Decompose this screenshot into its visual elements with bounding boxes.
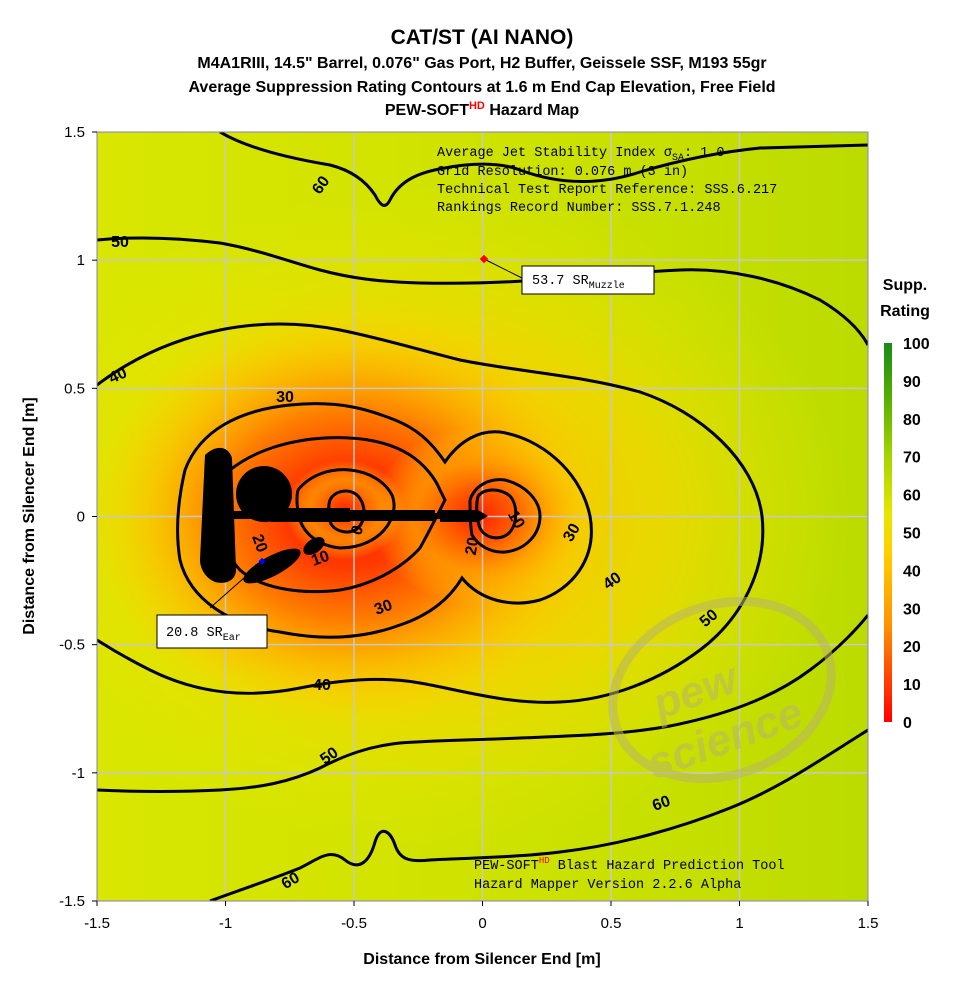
chart-subtitle-2: Average Suppression Rating Contours at 1… xyxy=(188,79,775,96)
contour-40 xyxy=(97,322,765,704)
muzzle-sub: Muzzle xyxy=(589,280,625,292)
contour-20-right xyxy=(468,478,542,554)
colorbar-tick-0: 100 xyxy=(903,336,930,353)
colorbar-tick-7: 30 xyxy=(903,601,921,618)
colorbar-tick-6: 40 xyxy=(903,563,921,580)
contour-50-bottom xyxy=(97,614,868,793)
colorbar-tick-1: 90 xyxy=(903,374,921,391)
ear-label-box xyxy=(156,614,268,649)
y-axis-label: Distance from Silencer End [m] xyxy=(21,397,38,634)
x-axis-label: Distance from Silencer End [m] xyxy=(363,951,600,968)
contour-label-50-top: 50 xyxy=(111,234,129,251)
chart-subtitle-1: M4A1RIII, 14.5" Barrel, 0.076" Gas Port,… xyxy=(197,55,766,72)
subtitle-3-main: PEW-SOFT xyxy=(385,102,469,119)
info-line-3: Technical Test Report Reference: SSS.6.2… xyxy=(437,183,777,198)
footer-line-2: Hazard Mapper Version 2.2.6 Alpha xyxy=(474,878,741,893)
footer-1-main: PEW-SOFT xyxy=(474,859,539,874)
muzzle-leader-line xyxy=(483,258,523,279)
contour-label-20-left: 20 xyxy=(248,532,270,555)
ear-value: 20.8 SR xyxy=(166,626,223,641)
contour-lines xyxy=(97,132,868,901)
rifle-handguard xyxy=(345,510,435,521)
colorbar-tick-10: 0 xyxy=(903,715,912,732)
info-line-1-sub: SA xyxy=(672,153,684,164)
subtitle-3-sup: HD xyxy=(469,100,485,112)
y-tick-label-0: 1.5 xyxy=(64,124,85,141)
y-tick-label-4: -0.5 xyxy=(59,637,85,654)
chart-subtitle-3: PEW-SOFTHD Hazard Map xyxy=(385,100,579,119)
y-tick-label-6: -1.5 xyxy=(59,893,85,910)
colorbar-title-2: Rating xyxy=(880,303,930,320)
ear-leader-line xyxy=(209,561,263,609)
muzzle-tip xyxy=(478,510,488,522)
footer-1-tail: Blast Hazard Prediction Tool xyxy=(550,859,785,874)
rifle-magazine xyxy=(243,548,301,584)
muzzle-value: 53.7 SR xyxy=(532,274,589,289)
footer-line-1: PEW-SOFTHD Blast Hazard Prediction Tool xyxy=(474,856,785,874)
contour-label-30-top: 30 xyxy=(276,389,294,406)
contour-50-top xyxy=(97,236,868,346)
y-tick-label-1: 1 xyxy=(77,252,85,269)
y-tick-label-2: 0.5 xyxy=(64,380,85,397)
colorbar-tick-4: 60 xyxy=(903,488,921,505)
x-tick-label-4: 0.5 xyxy=(601,915,622,932)
contour-label-60-bottom-left: 60 xyxy=(279,869,303,893)
ear-annotation: 20.8 SREar xyxy=(156,557,268,649)
y-axis-ticks: 1.5 1 0.5 0 -0.5 -1 -1.5 xyxy=(59,124,97,910)
muzzle-marker xyxy=(479,254,489,264)
muzzle-annotation: 53.7 SRMuzzle xyxy=(479,254,655,295)
contour-60-bottom xyxy=(209,728,868,901)
rifle-receiver xyxy=(270,508,350,522)
silencer xyxy=(440,510,478,522)
contour-label-20-right: 20 xyxy=(463,536,483,557)
info-line-1-main: Average Jet Stability Index σ xyxy=(437,146,673,161)
contour-label-40-left: 40 xyxy=(106,364,129,387)
colorbar-tick-2: 80 xyxy=(903,412,921,429)
muzzle-label-box xyxy=(521,265,655,295)
colorbar-tick-8: 20 xyxy=(903,639,921,656)
colorbar-title-1: Supp. xyxy=(883,277,927,294)
y-tick-label-5: -1 xyxy=(72,765,85,782)
y-tick-label-3: 0 xyxy=(77,509,85,526)
x-tick-label-0: -1.5 xyxy=(84,915,110,932)
info-line-1-tail: : 1.0 xyxy=(684,146,725,161)
info-line-2: Grid Resolution: 0.076 m (3 in) xyxy=(437,165,688,180)
colorbar-tick-3: 70 xyxy=(903,450,921,467)
ear-label-text: 20.8 SREar xyxy=(166,626,241,644)
footer-1-sup: HD xyxy=(539,856,550,866)
ear-sub: Ear xyxy=(223,633,241,644)
x-tick-label-3: 0 xyxy=(478,915,486,932)
rifle-grip xyxy=(303,537,325,555)
colorbar-strip xyxy=(884,343,892,722)
footer-text-block: PEW-SOFTHD Blast Hazard Prediction Tool … xyxy=(474,856,785,893)
info-line-4: Rankings Record Number: SSS.7.1.248 xyxy=(437,201,721,216)
contour-label-40-bottom: 40 xyxy=(313,677,331,694)
contour-label-10-right: 10 xyxy=(504,508,528,532)
x-axis-ticks: -1.5 -1 -0.5 0 0.5 1 1.5 xyxy=(84,901,878,932)
rifle-stock xyxy=(200,447,236,583)
info-line-1: Average Jet Stability Index σSA: 1.0 xyxy=(437,146,724,164)
contour-label-60-bottom-right: 60 xyxy=(650,793,673,815)
contour-label-30-right: 30 xyxy=(560,521,584,545)
muzzle-label-text: 53.7 SRMuzzle xyxy=(532,274,625,292)
chart-title: CAT/ST (AI NANO) xyxy=(391,26,574,49)
contour-60-top xyxy=(219,132,868,207)
x-tick-label-5: 1 xyxy=(735,915,743,932)
subtitle-3-tail: Hazard Map xyxy=(485,102,579,119)
x-tick-label-2: -0.5 xyxy=(341,915,367,932)
colorbar-tick-5: 50 xyxy=(903,526,921,543)
colorbar-tick-9: 10 xyxy=(903,677,921,694)
x-tick-label-1: -1 xyxy=(219,915,232,932)
info-text-block: Average Jet Stability Index σSA: 1.0 Gri… xyxy=(437,146,777,216)
contour-label-30-bottom: 30 xyxy=(372,597,395,619)
rifle-silhouette xyxy=(200,447,488,584)
x-tick-label-6: 1.5 xyxy=(858,915,879,932)
ear-marker xyxy=(258,557,266,565)
